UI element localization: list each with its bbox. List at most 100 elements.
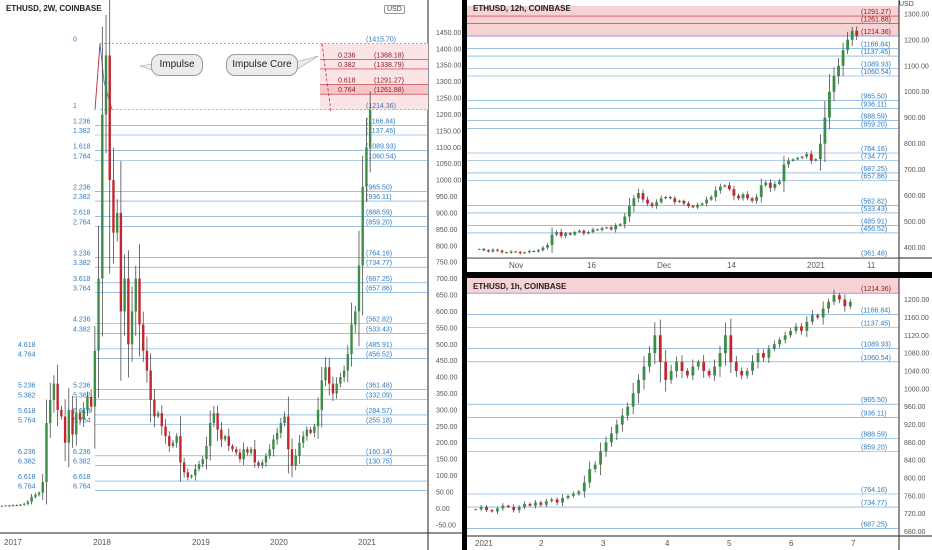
fib-price-label: (734.77) bbox=[861, 500, 887, 507]
candle bbox=[773, 183, 777, 188]
candle bbox=[482, 248, 486, 251]
price-tick-label: 650.00 bbox=[436, 293, 458, 300]
candle bbox=[740, 370, 744, 376]
price-tick-label: 880.00 bbox=[904, 440, 926, 447]
candle bbox=[309, 429, 312, 433]
candle bbox=[361, 186, 364, 266]
candle bbox=[0, 505, 4, 507]
candle bbox=[357, 265, 361, 312]
candle bbox=[810, 315, 814, 322]
candle bbox=[115, 212, 119, 233]
candle bbox=[794, 326, 798, 331]
candle bbox=[650, 203, 654, 207]
candle bbox=[67, 409, 71, 443]
candle bbox=[279, 423, 283, 433]
price-tick-label: 720.00 bbox=[904, 511, 926, 518]
time-tick-label: 5 bbox=[727, 539, 732, 548]
candle bbox=[156, 413, 160, 417]
candle bbox=[301, 436, 305, 443]
price-tick-label: 920.00 bbox=[904, 422, 926, 429]
price-tick-label: 1160.00 bbox=[904, 315, 929, 322]
candle bbox=[605, 227, 609, 229]
time-tick-label: 2021 bbox=[475, 539, 493, 548]
candle bbox=[257, 462, 260, 466]
price-tick-label: 450.00 bbox=[436, 358, 458, 365]
fib-ratio-label: 5.382 bbox=[73, 392, 91, 399]
fib-price-label: (657.86) bbox=[861, 174, 887, 181]
candle bbox=[75, 413, 78, 435]
price-tick-label: 550.00 bbox=[436, 325, 458, 332]
candle bbox=[783, 335, 787, 340]
candle bbox=[620, 415, 624, 425]
candle bbox=[509, 251, 513, 253]
candle bbox=[37, 492, 41, 495]
fib-price-label: (1166.84) bbox=[861, 307, 890, 314]
candle bbox=[142, 324, 145, 351]
fib-ratio-label: 4.618 bbox=[18, 342, 36, 349]
candle bbox=[664, 196, 668, 199]
fib-price-label: (687.25) bbox=[366, 276, 392, 283]
candle bbox=[316, 409, 320, 427]
candle bbox=[205, 446, 208, 460]
core-trend-line bbox=[321, 43, 332, 113]
candle bbox=[841, 50, 845, 66]
candle bbox=[104, 55, 108, 115]
candle bbox=[477, 248, 481, 250]
candle bbox=[231, 446, 234, 450]
candle bbox=[354, 311, 357, 325]
candle bbox=[564, 233, 568, 236]
candle bbox=[751, 362, 754, 371]
chart-2w: -50.00 0.00 50.00 100.00 150.00 200.00 250.00 3… bbox=[0, 0, 462, 550]
candle bbox=[517, 507, 521, 511]
candle bbox=[160, 413, 164, 427]
candle bbox=[805, 154, 809, 157]
candle bbox=[138, 278, 141, 325]
fib-price-label: (562.82) bbox=[366, 317, 392, 324]
candle bbox=[850, 30, 854, 40]
candle bbox=[123, 278, 126, 312]
price-tick-label: 350.00 bbox=[436, 391, 458, 398]
fib-price-label: (764.16) bbox=[861, 146, 887, 153]
fib-price-label: (1291.27) bbox=[861, 9, 891, 16]
price-tick-label: -50.00 bbox=[436, 522, 456, 529]
time-tick-label: Dec bbox=[657, 261, 671, 270]
candle bbox=[713, 366, 716, 376]
candle bbox=[756, 353, 760, 363]
usd-button[interactable]: USD bbox=[384, 5, 405, 14]
fib-price-label: (1137.45) bbox=[366, 128, 395, 135]
time-tick-label: 2021 bbox=[807, 261, 825, 270]
price-tick-label: 800.00 bbox=[904, 141, 926, 148]
candle bbox=[179, 436, 182, 463]
price-tick-label: 1300.00 bbox=[904, 11, 929, 18]
time-tick-label: 7 bbox=[851, 539, 856, 548]
candle bbox=[746, 194, 749, 199]
price-tick-label: 900.00 bbox=[904, 115, 926, 122]
fib-price-label: (734.77) bbox=[366, 260, 392, 267]
candle bbox=[582, 482, 586, 492]
candle bbox=[290, 449, 294, 466]
candle bbox=[49, 400, 52, 424]
price-tick-label: 400.00 bbox=[436, 375, 458, 382]
candle bbox=[287, 416, 290, 450]
candle bbox=[745, 370, 749, 376]
candle bbox=[272, 439, 275, 450]
candle bbox=[246, 449, 249, 453]
candle bbox=[838, 295, 841, 300]
candle bbox=[600, 228, 604, 230]
candle bbox=[227, 436, 230, 447]
candle bbox=[843, 299, 847, 307]
candle bbox=[261, 462, 264, 466]
time-tick-label: 6 bbox=[789, 539, 794, 548]
fib-ratio-label: 6.236 bbox=[18, 449, 36, 456]
time-tick-label: 2018 bbox=[93, 538, 111, 547]
fib-price-label: (1089.93) bbox=[861, 342, 891, 349]
core-ratio-label: 0.764 bbox=[338, 87, 356, 94]
time-tick-label: 2 bbox=[539, 539, 544, 548]
candle bbox=[741, 194, 745, 199]
candle bbox=[700, 203, 704, 205]
price-tick-label: 850.00 bbox=[436, 227, 458, 234]
price-tick-label: 500.00 bbox=[436, 342, 458, 349]
impulse-callout: Impulse bbox=[151, 54, 203, 76]
candle bbox=[855, 30, 859, 36]
fib-price-label: (456.52) bbox=[861, 226, 887, 233]
